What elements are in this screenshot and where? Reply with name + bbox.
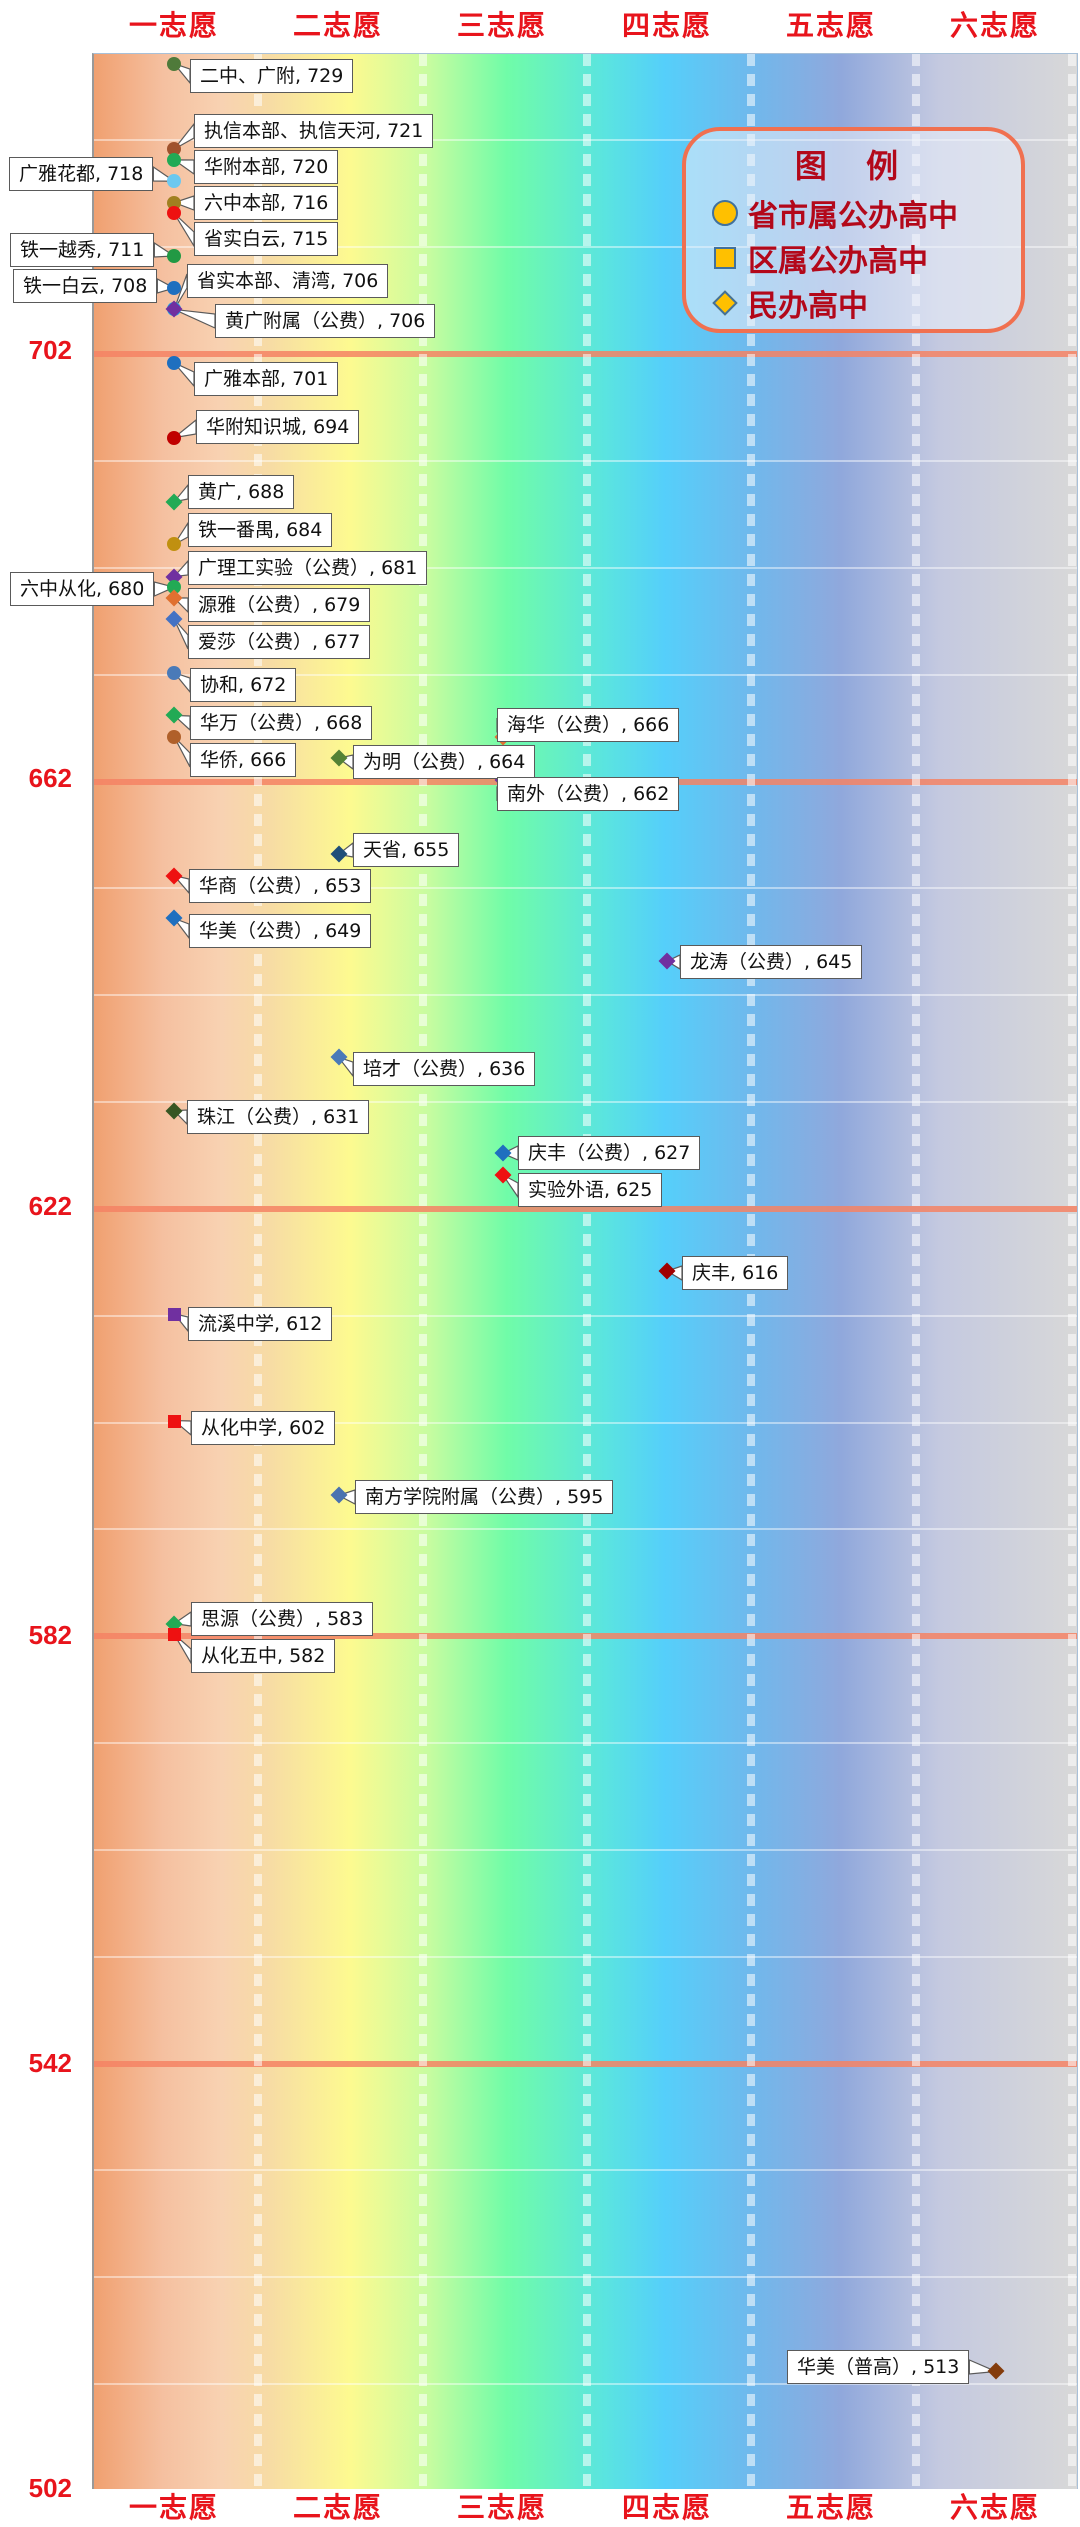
data-label: 源雅（公费）, 679 xyxy=(188,588,371,622)
data-label: 华侨, 666 xyxy=(190,743,297,777)
square-marker-icon xyxy=(168,1414,182,1428)
bottom-category-label: 一志愿 xyxy=(128,2491,219,2524)
data-label: 铁一白云, 708 xyxy=(13,269,158,303)
circle-marker-icon xyxy=(167,142,182,157)
circle-marker-icon xyxy=(167,665,182,680)
data-label: 思源（公费）, 583 xyxy=(191,1602,374,1636)
circle-marker-icon xyxy=(167,355,182,370)
data-label: 龙涛（公费）, 645 xyxy=(680,945,863,979)
data-label: 流溪中学, 612 xyxy=(188,1307,333,1341)
circle-marker-icon xyxy=(167,580,182,595)
circle-marker-icon xyxy=(167,249,182,263)
bottom-category-label: 六志愿 xyxy=(949,2491,1040,2524)
data-label: 庆丰, 616 xyxy=(682,1256,789,1290)
data-label: 为明（公费）, 664 xyxy=(353,745,536,779)
data-label: 二中、广附, 729 xyxy=(190,59,354,93)
data-label: 南方学院附属（公费）, 595 xyxy=(355,1480,614,1514)
data-label: 六中本部, 716 xyxy=(194,186,339,220)
category-separator xyxy=(418,54,427,2489)
circle-marker-icon xyxy=(167,206,182,221)
legend-item-private: 民办高中 xyxy=(712,283,868,324)
circle-marker-icon xyxy=(712,200,738,226)
circle-marker-icon xyxy=(167,729,182,744)
top-category-label: 一志愿 xyxy=(128,9,219,42)
data-label: 华美（普高）, 513 xyxy=(787,2350,970,2384)
bottom-category-label: 五志愿 xyxy=(785,2491,876,2524)
data-label: 省实白云, 715 xyxy=(194,222,339,256)
data-label: 华附本部, 720 xyxy=(194,150,339,184)
data-label: 珠江（公费）, 631 xyxy=(187,1100,370,1134)
data-label: 华商（公费）, 653 xyxy=(189,869,372,903)
data-label: 华美（公费）, 649 xyxy=(189,914,372,948)
data-label: 广理工实验（公费）, 681 xyxy=(188,551,428,585)
category-separator xyxy=(583,54,591,2489)
data-label: 铁一番禺, 684 xyxy=(188,513,333,547)
data-label: 华附知识城, 694 xyxy=(196,410,360,444)
square-marker-icon xyxy=(168,1628,182,1642)
legend: 图 例 省市属公办高中 区属公办高中 民办高中 xyxy=(682,127,1025,333)
category-separator xyxy=(1068,54,1076,2489)
bottom-category-label: 三志愿 xyxy=(456,2491,547,2524)
square-marker-icon xyxy=(714,247,736,269)
data-label: 华万（公费）, 668 xyxy=(190,706,373,740)
y-tick-label: 502 xyxy=(28,2473,72,2503)
diamond-marker-icon xyxy=(712,290,738,316)
bottom-category-label: 二志愿 xyxy=(292,2491,383,2524)
data-label: 天省, 655 xyxy=(353,833,460,867)
legend-item-label: 民办高中 xyxy=(748,289,868,324)
data-label: 协和, 672 xyxy=(190,668,297,702)
data-label: 从化五中, 582 xyxy=(191,1639,336,1673)
data-label: 培才（公费）, 636 xyxy=(353,1052,536,1086)
data-label: 从化中学, 602 xyxy=(191,1411,336,1445)
data-label: 省实本部、清湾, 706 xyxy=(187,264,389,298)
legend-item-label: 省市属公办高中 xyxy=(748,199,958,234)
circle-marker-icon xyxy=(167,174,182,189)
square-marker-icon xyxy=(168,1307,182,1321)
y-tick-label: 542 xyxy=(28,2048,72,2078)
data-label: 爱莎（公费）, 677 xyxy=(188,625,371,659)
category-separator xyxy=(911,54,920,2489)
top-category-label: 六志愿 xyxy=(949,9,1040,42)
category-separator xyxy=(254,54,263,2489)
data-label: 庆丰（公费）, 627 xyxy=(518,1136,701,1170)
data-label: 铁一越秀, 711 xyxy=(10,233,155,267)
circle-marker-icon xyxy=(167,537,182,552)
data-label: 南外（公费）, 662 xyxy=(497,777,680,811)
legend-item-district-public: 区属公办高中 xyxy=(712,238,928,279)
y-tick-label: 662 xyxy=(28,763,72,793)
legend-item-label: 区属公办高中 xyxy=(748,244,928,279)
circle-marker-icon xyxy=(167,430,182,445)
data-label: 实验外语, 625 xyxy=(518,1173,663,1207)
data-label: 广雅本部, 701 xyxy=(194,362,339,396)
y-tick-label: 702 xyxy=(28,335,72,365)
legend-title: 图 例 xyxy=(794,147,913,185)
y-tick-label: 622 xyxy=(28,1191,72,1221)
data-label: 黄广, 688 xyxy=(188,475,295,509)
data-label: 广雅花都, 718 xyxy=(9,157,154,191)
y-tick-label: 582 xyxy=(28,1620,72,1650)
data-label: 六中从化, 680 xyxy=(10,572,155,606)
top-category-label: 五志愿 xyxy=(785,9,876,42)
data-label: 执信本部、执信天河, 721 xyxy=(194,114,434,148)
legend-item-city-public: 省市属公办高中 xyxy=(712,193,958,234)
circle-marker-icon xyxy=(167,281,182,296)
bottom-category-label: 四志愿 xyxy=(621,2491,712,2524)
top-category-label: 二志愿 xyxy=(292,9,383,42)
data-label: 黄广附属（公费）, 706 xyxy=(215,304,436,338)
circle-marker-icon xyxy=(167,152,182,167)
circle-marker-icon xyxy=(167,56,182,71)
data-label: 海华（公费）, 666 xyxy=(497,708,680,742)
top-category-label: 四志愿 xyxy=(621,9,712,42)
circle-marker-icon xyxy=(167,195,182,210)
top-category-label: 三志愿 xyxy=(456,9,547,42)
